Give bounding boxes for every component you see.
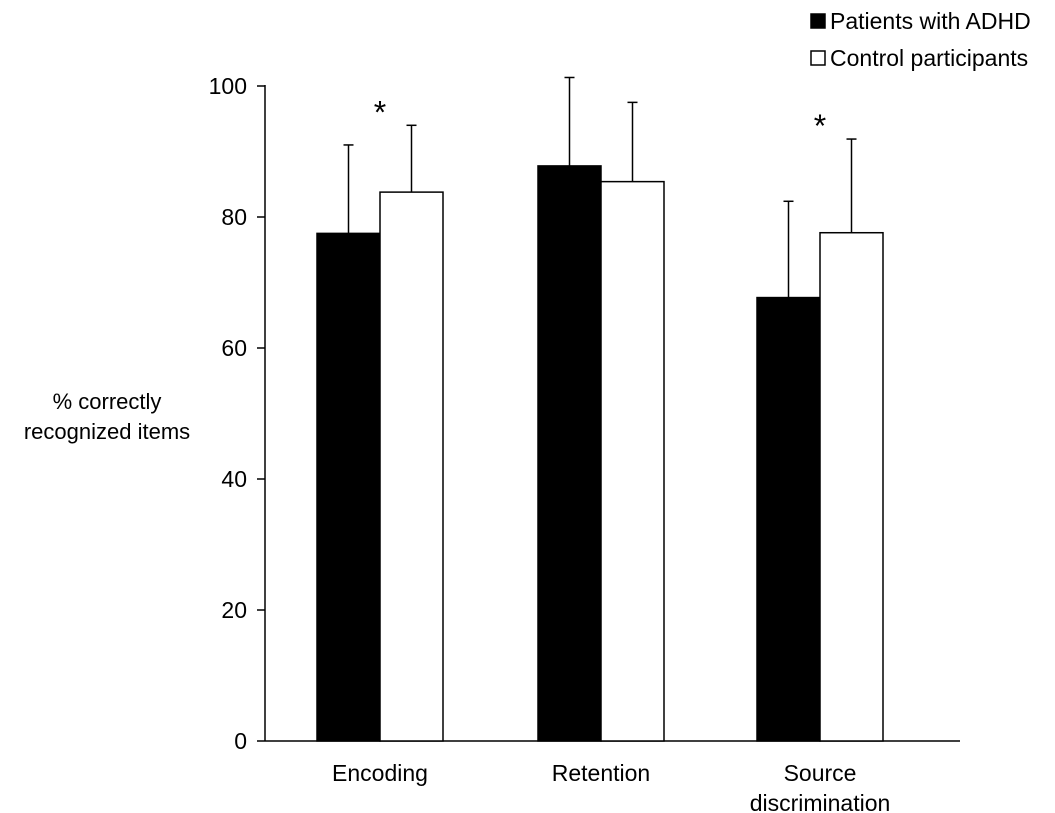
y-tick-label: 0 — [234, 728, 247, 754]
bar-controls — [379, 191, 444, 742]
y-tick-label: 40 — [221, 466, 247, 492]
bar-patients — [756, 296, 821, 742]
bar-patients — [316, 232, 381, 742]
legend-label: Control participants — [830, 45, 1028, 71]
y-tick-label: 80 — [221, 204, 247, 230]
x-category-label: Retention — [552, 760, 650, 786]
significance-marker: * — [374, 94, 386, 130]
legend-swatch-controls — [810, 50, 826, 66]
plot-area: 0 20 40 60 80 100 % correctly recognized items *… — [24, 8, 1031, 813]
y-tick-label: 60 — [221, 335, 247, 361]
legend-swatch-patients — [810, 13, 826, 29]
bar-patients — [537, 165, 602, 742]
y-axis-label: recognized items — [24, 419, 190, 444]
significance-marker: * — [814, 108, 826, 144]
y-tick-label: 100 — [209, 73, 247, 99]
y-axis-label: % correctly — [53, 389, 162, 414]
bar-controls — [600, 180, 665, 742]
y-tick-label: 20 — [221, 597, 247, 623]
legend-label: Patients with ADHD — [830, 8, 1031, 34]
x-category-label: Source — [784, 760, 857, 786]
x-category-label: discrimination — [750, 790, 891, 813]
bar-controls — [819, 231, 884, 742]
x-category-label: Encoding — [332, 760, 428, 786]
